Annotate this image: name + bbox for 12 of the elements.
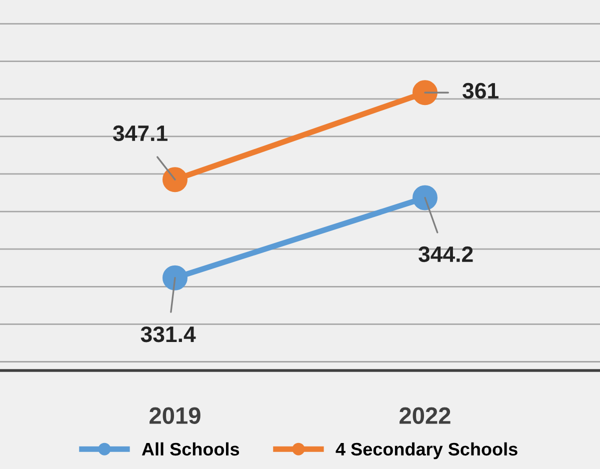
point <box>162 265 188 290</box>
point <box>162 167 188 192</box>
x-tick-label: 2019 <box>150 407 200 424</box>
point <box>412 185 438 210</box>
data-label: 347.1 <box>112 125 168 142</box>
legend-label: All Schools <box>142 442 240 456</box>
legend-label: 4 Secondary Schools <box>336 442 518 460</box>
data-label: 331.4 <box>140 326 196 342</box>
point <box>412 80 438 106</box>
data-label: 344.2 <box>418 246 473 262</box>
x-tick-label: 2022 <box>400 407 450 424</box>
data-label: 361 <box>462 82 498 99</box>
